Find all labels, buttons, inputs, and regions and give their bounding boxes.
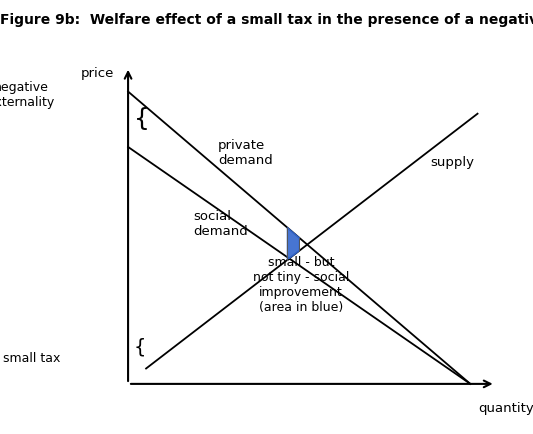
- Text: social
demand: social demand: [193, 210, 248, 238]
- Text: {: {: [133, 338, 146, 356]
- Text: small tax: small tax: [3, 352, 61, 365]
- Text: quantity: quantity: [479, 402, 533, 415]
- Polygon shape: [287, 227, 299, 260]
- Text: supply: supply: [431, 156, 475, 169]
- Text: private
demand: private demand: [218, 139, 273, 167]
- Text: small - but
not tiny - social
improvement
(area in blue): small - but not tiny - social improvemen…: [253, 256, 349, 314]
- Text: price: price: [80, 66, 114, 79]
- Text: {: {: [133, 107, 149, 131]
- Text: Figure 9b:  Welfare effect of a small tax in the presence of a negative exte: Figure 9b: Welfare effect of a small tax…: [0, 13, 533, 27]
- Text: negative
externality: negative externality: [0, 81, 55, 109]
